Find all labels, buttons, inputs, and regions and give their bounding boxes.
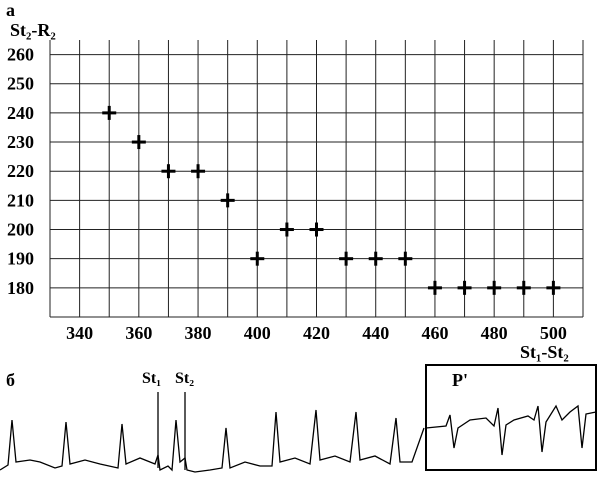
y-axis-label: St₂-R₂	[10, 20, 56, 40]
y-tick-label: 240	[7, 103, 34, 123]
y-axis-ticks: 180 190 200 210 220 230 240 250 260	[7, 45, 34, 298]
x-tick-label: 420	[303, 323, 330, 343]
chart-grid	[49, 40, 584, 318]
data-point	[131, 135, 146, 150]
panel-a-letter: а	[6, 0, 15, 20]
inset-label: P'	[452, 370, 468, 390]
data-point	[220, 193, 235, 208]
ecg-inset: P'	[425, 364, 597, 471]
data-point	[309, 222, 324, 237]
y-tick-label: 200	[7, 220, 34, 240]
x-tick-label: 480	[481, 323, 508, 343]
y-tick-label: 260	[7, 45, 34, 65]
data-points	[102, 105, 561, 295]
x-tick-label: 340	[66, 323, 93, 343]
y-tick-label: 210	[7, 190, 34, 210]
y-tick-label: 220	[7, 161, 34, 181]
data-point	[516, 280, 531, 295]
data-point	[250, 251, 265, 266]
x-tick-label: 400	[244, 323, 271, 343]
x-axis-ticks: 340 360 380 400 420 440 460 480 500	[66, 323, 567, 343]
inset-frame	[425, 364, 597, 471]
x-tick-label: 460	[421, 323, 448, 343]
data-point	[487, 280, 502, 295]
data-point	[161, 164, 176, 179]
x-tick-label: 440	[362, 323, 389, 343]
y-tick-label: 190	[7, 249, 34, 269]
x-axis-label: St₁-St₂	[520, 342, 569, 362]
data-point	[279, 222, 294, 237]
y-tick-label: 230	[7, 132, 34, 152]
data-point	[546, 280, 561, 295]
y-tick-label: 250	[7, 74, 34, 94]
data-point	[427, 280, 442, 295]
data-point	[457, 280, 472, 295]
stimulus-2-label: St₂	[175, 370, 194, 387]
x-tick-label: 380	[185, 323, 212, 343]
y-axis-title: St₂-R₂	[10, 20, 56, 40]
data-point	[339, 251, 354, 266]
data-point	[368, 251, 383, 266]
ecg-main-trace	[0, 409, 425, 473]
data-point	[191, 164, 206, 179]
y-tick-label: 180	[7, 278, 34, 298]
x-tick-label: 360	[125, 323, 152, 343]
panel-b-letter: б	[6, 370, 15, 390]
stimulus-1-label: St₁	[142, 370, 161, 387]
data-point	[102, 105, 117, 120]
inset-trace	[425, 404, 597, 456]
ecg-trace: St₁ St₂	[0, 370, 425, 473]
data-point	[398, 251, 413, 266]
x-tick-label: 500	[540, 323, 567, 343]
